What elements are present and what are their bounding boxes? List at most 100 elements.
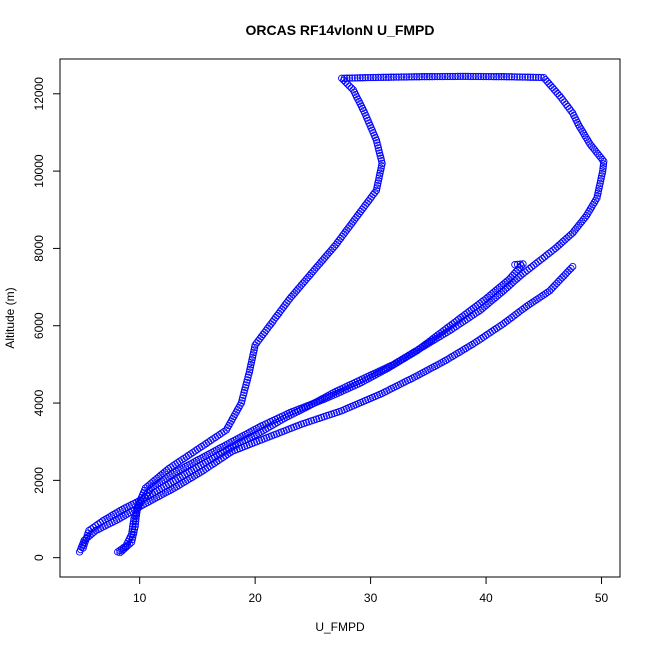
data-point-series-3 <box>499 320 508 328</box>
y-tick-label: 12000 <box>32 77 46 111</box>
data-point-series-1 <box>275 309 283 318</box>
data-point-series-1 <box>583 136 592 144</box>
data-point-series-1 <box>189 448 197 457</box>
data-point-series-3 <box>501 318 510 326</box>
data-point-series-1 <box>284 297 292 305</box>
data-point-series-1 <box>547 81 555 90</box>
data-point-series-1 <box>585 138 593 146</box>
data-point-series-1 <box>304 273 312 282</box>
data-point-series-1 <box>271 313 280 322</box>
data-point-series-1 <box>348 74 356 82</box>
data-point-series-1 <box>582 133 590 142</box>
data-point-series-1 <box>443 72 452 81</box>
data-point-series-1 <box>235 403 243 412</box>
data-point-series-1 <box>297 281 305 289</box>
data-point-series-1 <box>376 169 384 177</box>
data-point-series-1 <box>227 417 235 425</box>
data-point-series-1 <box>209 435 217 443</box>
data-point-series-1 <box>482 72 490 81</box>
data-point-series-1 <box>372 136 381 144</box>
data-point-series-1 <box>545 79 553 88</box>
data-point-series-1 <box>598 169 606 178</box>
data-point-series-1 <box>268 318 277 326</box>
data-point-series-1 <box>497 73 506 81</box>
data-point-series-3 <box>514 309 522 317</box>
data-point-series-1 <box>324 250 332 258</box>
data-point-series-1 <box>436 72 444 81</box>
data-point-series-3 <box>558 274 566 282</box>
data-point-series-1 <box>461 72 470 81</box>
data-point-series-1 <box>356 74 364 82</box>
data-point-series-1 <box>289 291 297 299</box>
data-point-series-3 <box>516 307 524 315</box>
data-point-series-1 <box>599 167 607 175</box>
data-point-series-1 <box>254 337 262 345</box>
data-point-series-1 <box>577 125 585 133</box>
data-point-series-1 <box>446 72 454 81</box>
data-point-series-1 <box>276 307 284 315</box>
data-point-series-1 <box>366 195 374 203</box>
data-point-series-1 <box>356 207 365 216</box>
data-point-series-1 <box>256 335 264 343</box>
data-point-series-2 <box>128 528 136 536</box>
data-point-series-1 <box>218 429 226 437</box>
data-point-series-1 <box>291 289 299 297</box>
data-point-series-2 <box>513 260 522 269</box>
data-point-series-1 <box>322 252 330 260</box>
data-point-series-1 <box>372 73 380 82</box>
data-point-series-1 <box>207 436 215 445</box>
data-point-series-1 <box>345 82 354 90</box>
data-point-series-3 <box>503 316 512 325</box>
data-point-series-1 <box>565 232 573 241</box>
data-point-series-1 <box>590 198 598 207</box>
data-point-series-1 <box>441 72 449 81</box>
data-point-series-1 <box>377 164 385 172</box>
data-point-series-1 <box>559 237 567 246</box>
data-point-series-1 <box>431 72 439 81</box>
data-point-series-1 <box>360 203 368 211</box>
data-point-series-2 <box>519 260 527 268</box>
data-point-series-1 <box>364 197 373 205</box>
data-point-series-1 <box>359 74 367 82</box>
data-point-series-3 <box>510 312 518 320</box>
data-point-series-1 <box>390 73 398 81</box>
data-point-series-1 <box>257 332 266 341</box>
data-point-series-2 <box>511 261 519 269</box>
data-point-series-2 <box>129 523 137 531</box>
data-point-series-1 <box>309 267 317 276</box>
data-point-series-1 <box>187 450 195 458</box>
data-point-series-1 <box>292 287 301 295</box>
data-point-series-1 <box>286 295 294 303</box>
data-point-series-1 <box>374 144 382 152</box>
data-point-series-1 <box>184 451 193 460</box>
data-point-series-3 <box>512 310 520 318</box>
data-point-series-1 <box>576 123 584 131</box>
data-point-series-1 <box>553 89 562 98</box>
data-point-series-3 <box>560 272 568 280</box>
data-point-series-1 <box>495 73 503 81</box>
data-point-series-3 <box>563 268 571 276</box>
data-point-series-1 <box>456 72 465 81</box>
data-point-series-1 <box>579 129 588 137</box>
data-point-series-1 <box>433 72 441 81</box>
data-point-series-1 <box>278 305 286 313</box>
data-point-series-1 <box>299 279 307 287</box>
data-point-series-1 <box>524 73 532 81</box>
data-point-series-1 <box>454 72 462 81</box>
data-point-series-1 <box>195 444 204 452</box>
data-point-series-1 <box>220 427 228 436</box>
data-point-series-1 <box>402 73 411 81</box>
data-point-series-1 <box>171 460 179 468</box>
data-point-series-1 <box>355 209 363 218</box>
data-point-series-1 <box>374 141 382 149</box>
data-point-series-3 <box>477 335 485 343</box>
data-point-series-1 <box>305 271 314 280</box>
y-axis: 0 2000 4000 6000 8000 10000 12000 <box>32 77 61 561</box>
data-point-series-1 <box>279 303 288 311</box>
data-point-series-2 <box>476 299 484 308</box>
data-point-series-1 <box>449 72 457 81</box>
data-point-series-1 <box>270 316 278 324</box>
data-point-series-1 <box>492 73 500 81</box>
data-point-series-1 <box>479 72 488 81</box>
data-point-series-1 <box>249 351 257 359</box>
